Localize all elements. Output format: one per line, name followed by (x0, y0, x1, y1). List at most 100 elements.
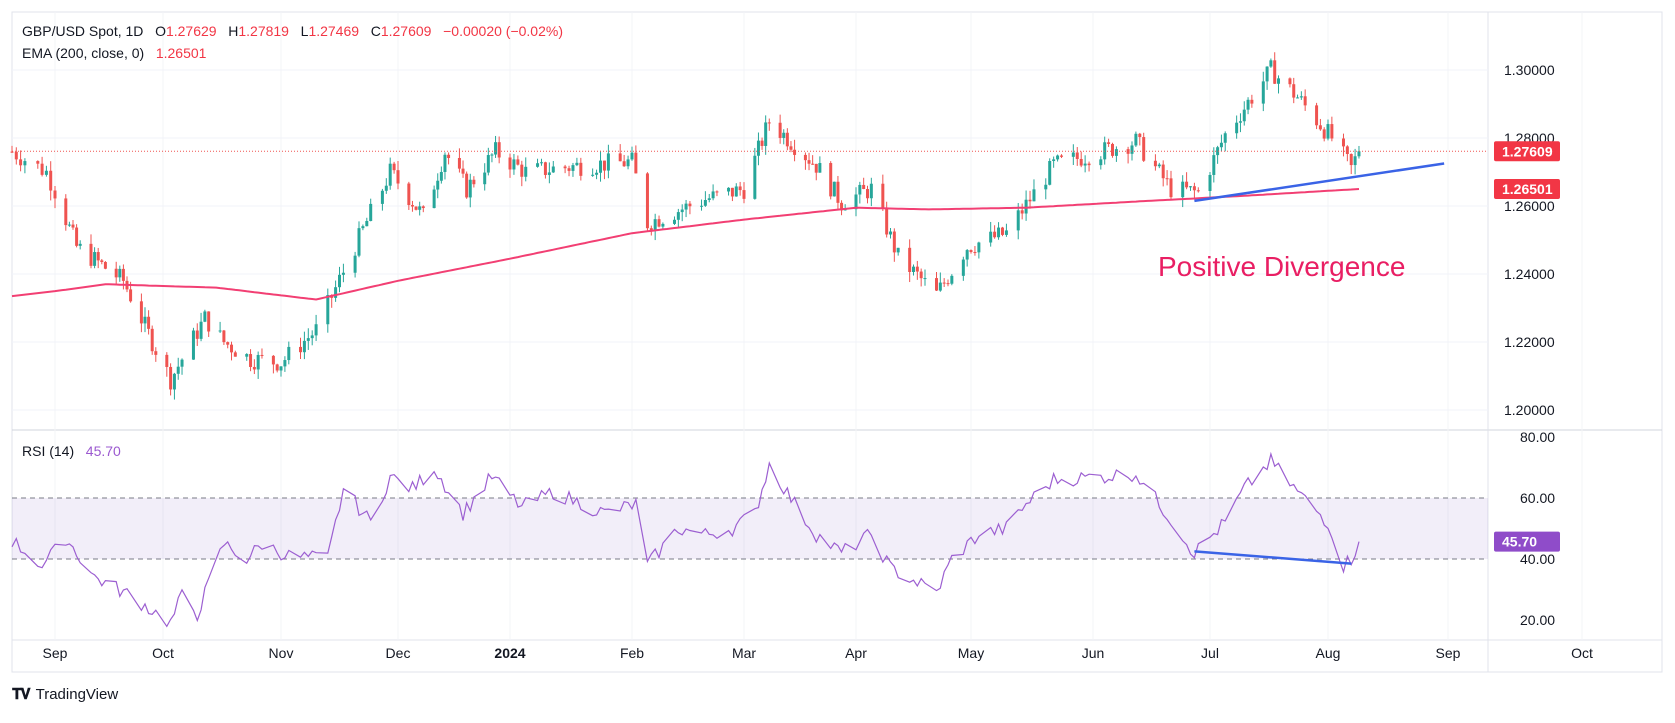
candle-body (472, 179, 476, 185)
candle-body (684, 203, 688, 210)
candle-body (630, 152, 634, 160)
candle-body (44, 170, 48, 175)
candle-body (436, 180, 440, 190)
candle-body (785, 132, 789, 147)
candle-body (497, 142, 501, 158)
candle-body (969, 250, 973, 253)
candle-body (1079, 158, 1083, 166)
candle-body (233, 352, 237, 357)
candle-body (365, 220, 369, 227)
candle-body (1044, 184, 1048, 190)
candle-body (626, 159, 630, 167)
candle-body (218, 330, 222, 332)
candle-body (96, 252, 100, 261)
close-label: C (370, 23, 381, 39)
candle-body (912, 266, 915, 273)
candle-body (75, 227, 79, 246)
rsi-tick-label: 20.00 (1520, 612, 1555, 628)
candle-body (275, 364, 279, 371)
time-tick-label: Nov (269, 645, 294, 661)
candle-body (840, 202, 844, 211)
rsi-value: 45.70 (85, 443, 121, 459)
candle-body (811, 163, 815, 165)
candle-body (483, 172, 487, 185)
candle-body (14, 151, 18, 160)
candle-body (195, 330, 199, 339)
candle-body (53, 190, 57, 199)
price-tick-label: 1.20000 (1504, 402, 1555, 418)
price-legend: GBP/USD Spot, 1D O1.27629 H1.27819 L1.27… (22, 22, 563, 40)
candle-body (353, 255, 357, 273)
candle-body (249, 354, 253, 367)
candle-body (1130, 145, 1134, 154)
candle-body (207, 311, 211, 332)
candle-body (1196, 190, 1200, 192)
candle-body (199, 321, 203, 339)
candle-body (143, 316, 147, 324)
candle-body (114, 268, 118, 278)
candle-body (753, 155, 757, 199)
candle-body (306, 338, 310, 341)
time-tick-label: Sep (43, 645, 68, 661)
candle-body (40, 163, 44, 175)
candle-body (767, 122, 771, 124)
candle-body (1292, 84, 1296, 98)
candle-body (889, 231, 892, 235)
candle-body (942, 282, 946, 284)
candle-body (1107, 142, 1111, 144)
candle-body (421, 206, 425, 209)
candle-body (858, 184, 862, 195)
candle-body (1303, 96, 1307, 106)
high-value: 1.27819 (238, 23, 289, 39)
candle-body (814, 163, 818, 173)
candle-body (1288, 78, 1292, 85)
candle-body (965, 250, 969, 260)
time-tick-label: Dec (386, 645, 411, 661)
candle-body (341, 272, 345, 275)
candle-body (516, 159, 520, 165)
rsi-legend: RSI (14) 45.70 (22, 442, 121, 460)
candle-body (1056, 155, 1060, 160)
candle-body (919, 271, 923, 279)
candle-body (1235, 122, 1239, 134)
ema-price-tag-bg (1494, 178, 1560, 199)
candle-body (1223, 133, 1227, 143)
candle-body (539, 162, 543, 164)
candle-body (396, 170, 400, 184)
candle-body (869, 183, 873, 199)
price-tick-label: 1.26000 (1504, 198, 1555, 214)
candle-body (645, 173, 649, 229)
candle-body (1208, 174, 1212, 191)
rsi-value-tag: 45.70 (1502, 534, 1537, 550)
candle-body (885, 208, 889, 235)
footer[interactable]: 𝐓𝐕 TradingView (12, 686, 118, 703)
candle-body (591, 174, 595, 176)
candle-body (89, 243, 93, 266)
candle-body (1345, 146, 1349, 154)
open-label: O (155, 23, 166, 39)
candle-body (688, 203, 692, 207)
candle-body (388, 163, 392, 186)
candle-body (1016, 210, 1020, 231)
time-tick-label: Oct (152, 645, 174, 661)
candle-body (1299, 96, 1303, 98)
candle-body (1261, 81, 1265, 104)
candle-body (923, 278, 927, 280)
candle-body (789, 146, 793, 150)
candle-body (338, 274, 341, 288)
candle-body (989, 231, 993, 243)
candle-body (622, 161, 626, 167)
candle-body (139, 301, 143, 324)
candle-body (1099, 159, 1103, 166)
candle-body (310, 335, 314, 339)
candle-body (486, 155, 490, 173)
candle-body (180, 359, 184, 367)
candle-body (465, 173, 469, 198)
candle-body (410, 205, 414, 207)
rsi-band (12, 498, 1488, 559)
candle-body (468, 179, 472, 198)
candle-body (443, 154, 447, 172)
candle-body (543, 162, 547, 175)
